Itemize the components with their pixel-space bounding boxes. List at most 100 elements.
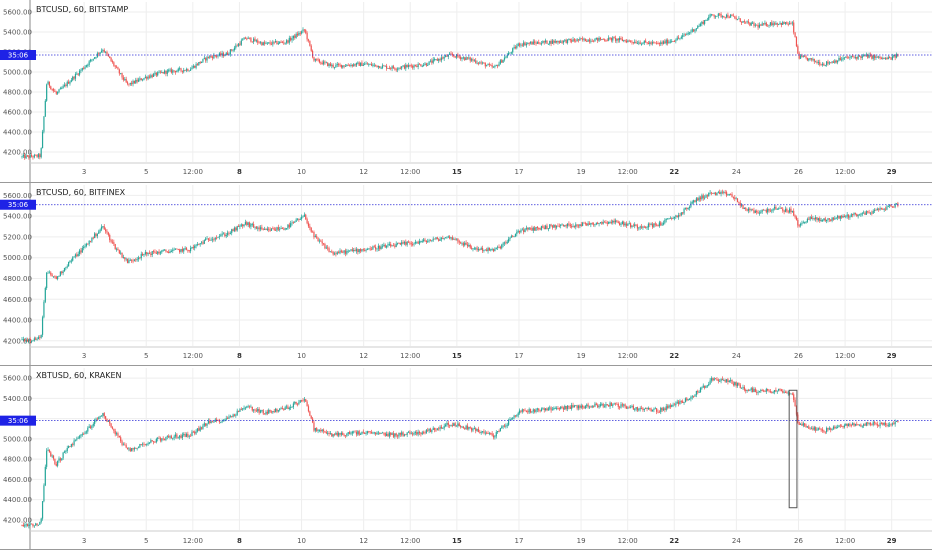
candle-body bbox=[735, 198, 737, 200]
candle-body bbox=[772, 208, 774, 211]
candle-body bbox=[523, 42, 525, 46]
candle-body bbox=[29, 155, 31, 158]
candle-body bbox=[466, 244, 469, 247]
candle-body bbox=[839, 57, 841, 61]
candle-body bbox=[884, 422, 887, 425]
candle-body bbox=[24, 154, 26, 159]
candle-body bbox=[369, 63, 371, 65]
candle-body bbox=[688, 206, 691, 209]
candle-body bbox=[206, 238, 208, 240]
candle-body bbox=[157, 251, 159, 254]
candle-body bbox=[118, 69, 120, 74]
candle-body bbox=[761, 209, 763, 212]
candle-body bbox=[220, 235, 222, 237]
candle-body bbox=[680, 36, 682, 39]
candle-body bbox=[758, 391, 761, 393]
candle-body bbox=[380, 433, 382, 434]
candle-body bbox=[114, 243, 116, 250]
candle-body bbox=[279, 408, 281, 411]
candle-body bbox=[586, 41, 588, 42]
candle-body bbox=[366, 431, 369, 434]
candle-body bbox=[760, 390, 762, 392]
candle-body bbox=[732, 15, 735, 17]
candle-body bbox=[272, 411, 274, 413]
candle-body bbox=[124, 444, 126, 446]
candle-body bbox=[288, 224, 290, 228]
candle-body bbox=[99, 229, 101, 232]
candle-body bbox=[227, 232, 229, 236]
candle-body bbox=[189, 435, 192, 437]
candle-body bbox=[299, 219, 301, 220]
candle-body bbox=[636, 225, 639, 229]
candle-body bbox=[231, 229, 233, 234]
candle-body bbox=[595, 403, 597, 405]
candle-body bbox=[614, 37, 617, 41]
candle-body bbox=[669, 41, 671, 43]
candle-body bbox=[709, 192, 711, 194]
candle-body bbox=[424, 239, 426, 241]
candle-body bbox=[159, 71, 162, 73]
candle-body bbox=[790, 208, 792, 213]
candle-body bbox=[59, 88, 61, 90]
candle-body bbox=[491, 65, 493, 68]
candle-body bbox=[857, 424, 859, 426]
candle-body bbox=[621, 221, 623, 225]
candle-body bbox=[594, 403, 596, 407]
candle-body bbox=[333, 66, 336, 68]
candle-body bbox=[283, 228, 285, 230]
candle-body bbox=[647, 223, 650, 228]
candle-body bbox=[801, 55, 803, 57]
candle-body bbox=[598, 406, 600, 408]
candle-body bbox=[435, 237, 437, 240]
candle-body bbox=[882, 208, 884, 210]
candle-body bbox=[725, 192, 728, 196]
candle-body bbox=[235, 227, 237, 231]
candle-body bbox=[301, 31, 303, 34]
candle-body bbox=[509, 418, 511, 421]
candle-body bbox=[203, 57, 205, 59]
candle-body bbox=[617, 221, 619, 223]
candle-body bbox=[191, 67, 193, 70]
candle-body bbox=[686, 398, 688, 401]
candle-body bbox=[662, 222, 665, 225]
candle-body bbox=[890, 57, 892, 60]
candle-body bbox=[506, 241, 508, 244]
candle-body bbox=[662, 408, 665, 411]
candle-body bbox=[85, 431, 88, 433]
candle-body bbox=[880, 422, 883, 424]
candle-body bbox=[476, 247, 478, 251]
candle-body bbox=[288, 407, 290, 410]
candle-body bbox=[242, 224, 244, 227]
box-annotation[interactable] bbox=[788, 389, 798, 509]
candle-body bbox=[232, 229, 234, 232]
candle-body bbox=[83, 246, 85, 249]
candle-body bbox=[609, 221, 611, 223]
candle-body bbox=[540, 408, 543, 412]
candle-body bbox=[54, 276, 56, 278]
candle-body bbox=[151, 251, 153, 255]
candle-body bbox=[453, 238, 455, 240]
candle-body bbox=[808, 426, 810, 429]
candle-body bbox=[294, 221, 296, 223]
candle-body bbox=[640, 408, 643, 409]
candle-body bbox=[625, 406, 628, 409]
candle-body bbox=[724, 192, 726, 193]
candle-body bbox=[336, 252, 338, 255]
candle-body bbox=[847, 57, 850, 59]
candle-body bbox=[875, 423, 877, 425]
candle-body bbox=[732, 197, 735, 198]
candle-body bbox=[36, 523, 38, 526]
candle-body bbox=[444, 55, 447, 57]
candle-body bbox=[810, 217, 813, 220]
candle-body bbox=[458, 423, 460, 427]
candle-body bbox=[433, 427, 436, 430]
candle-body bbox=[264, 413, 266, 415]
candle-body bbox=[646, 407, 648, 409]
candle-body bbox=[214, 55, 216, 56]
candle-body bbox=[564, 405, 566, 410]
candle-body bbox=[135, 79, 137, 84]
candle-body bbox=[185, 69, 188, 71]
candle-body bbox=[199, 427, 201, 431]
candle-body bbox=[571, 40, 573, 42]
